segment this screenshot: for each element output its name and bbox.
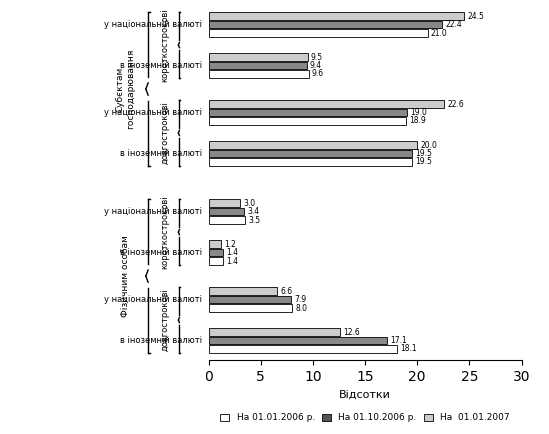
Bar [209, 117, 406, 125]
Bar [209, 200, 240, 207]
Text: 18.9: 18.9 [409, 116, 425, 125]
Text: 6.6: 6.6 [281, 286, 293, 296]
Text: 19.5: 19.5 [415, 158, 432, 166]
Text: 21.0: 21.0 [431, 29, 447, 38]
Text: 1.4: 1.4 [226, 248, 238, 257]
Bar [209, 150, 412, 157]
Bar [209, 109, 407, 116]
Bar [209, 257, 223, 265]
Bar [209, 296, 291, 303]
Text: 8.0: 8.0 [295, 303, 307, 312]
Text: 9.6: 9.6 [312, 69, 324, 79]
Text: 17.1: 17.1 [390, 336, 407, 345]
Text: у національній валюті: у національній валюті [104, 295, 203, 304]
Text: 1.2: 1.2 [225, 240, 236, 249]
Bar [209, 240, 221, 248]
Text: в іноземній валюті: в іноземній валюті [120, 149, 203, 158]
Bar [209, 337, 387, 344]
Text: 18.1: 18.1 [401, 345, 417, 353]
Bar [209, 208, 244, 215]
Text: 3.0: 3.0 [243, 199, 255, 208]
Bar [209, 304, 292, 312]
Text: 3.5: 3.5 [248, 216, 260, 225]
Text: Субєктам
господарювання: Субєктам господарювання [115, 49, 135, 129]
Bar [209, 70, 309, 78]
Text: 20.0: 20.0 [421, 141, 437, 150]
Text: в іноземній валюті: в іноземній валюті [120, 61, 203, 70]
Text: 7.9: 7.9 [294, 295, 306, 304]
Text: в іноземній валюті: в іноземній валюті [120, 336, 203, 345]
Text: у національній валюті: у національній валюті [104, 108, 203, 117]
Text: довгострокові: довгострокові [160, 289, 169, 352]
Bar [209, 158, 412, 166]
Text: Фізичним особам: Фізичним особам [121, 235, 130, 317]
Text: у національній валюті: у національній валюті [104, 207, 203, 216]
Bar [209, 249, 223, 256]
Bar [209, 62, 307, 69]
Text: 19.0: 19.0 [410, 108, 427, 117]
Bar [209, 21, 442, 28]
Text: короткострокові: короткострокові [160, 195, 169, 269]
Text: 9.5: 9.5 [311, 53, 323, 62]
Bar [209, 217, 245, 224]
Text: 12.6: 12.6 [343, 328, 360, 337]
Text: короткострокові: короткострокові [160, 8, 169, 82]
Text: 24.5: 24.5 [467, 12, 484, 21]
Text: 3.4: 3.4 [247, 207, 259, 216]
Bar [209, 13, 464, 20]
Bar [209, 328, 340, 336]
X-axis label: Відсотки: Відсотки [339, 389, 391, 400]
Text: в іноземній валюті: в іноземній валюті [120, 248, 203, 257]
Text: у національній валюті: у національній валюті [104, 20, 203, 29]
Bar [209, 30, 428, 37]
Text: 22.6: 22.6 [447, 99, 464, 108]
Bar [209, 141, 417, 149]
Bar [209, 53, 307, 61]
Legend: На 01.01.2006 р., На 01.10.2006 р., На  01.01.2007: На 01.01.2006 р., На 01.10.2006 р., На 0… [217, 410, 513, 426]
Text: 22.4: 22.4 [445, 20, 462, 29]
Bar [209, 287, 277, 295]
Bar [209, 345, 397, 353]
Text: 19.5: 19.5 [415, 149, 432, 158]
Text: довгострокові: довгострокові [160, 102, 169, 164]
Bar [209, 100, 444, 108]
Text: 1.4: 1.4 [226, 256, 238, 266]
Text: 9.4: 9.4 [310, 61, 322, 70]
